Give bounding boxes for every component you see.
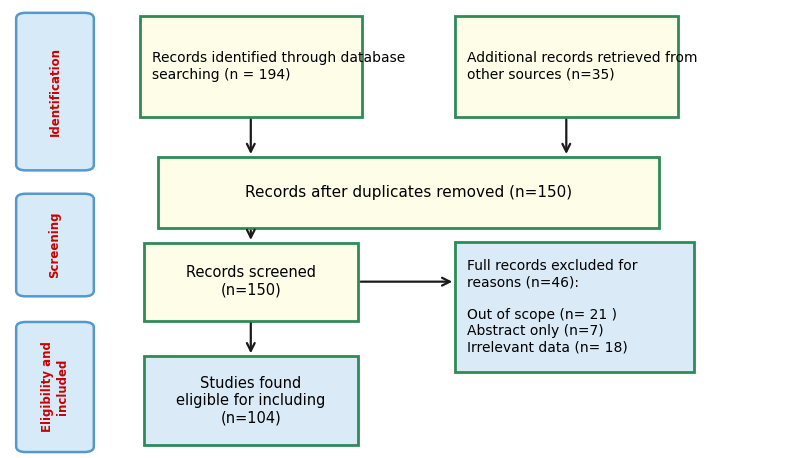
FancyBboxPatch shape bbox=[455, 16, 677, 117]
Text: Identification: Identification bbox=[49, 47, 61, 136]
Text: Records identified through database
searching (n = 194): Records identified through database sear… bbox=[151, 51, 405, 82]
FancyBboxPatch shape bbox=[16, 322, 94, 452]
FancyBboxPatch shape bbox=[455, 242, 693, 372]
FancyBboxPatch shape bbox=[144, 243, 358, 321]
FancyBboxPatch shape bbox=[16, 194, 94, 296]
Text: Full records excluded for
reasons (n=46):

Out of scope (n= 21 )
Abstract only (: Full records excluded for reasons (n=46)… bbox=[467, 259, 637, 354]
Text: Studies found
eligible for including
(n=104): Studies found eligible for including (n=… bbox=[176, 376, 325, 425]
FancyBboxPatch shape bbox=[158, 157, 659, 228]
Text: Records screened
(n=150): Records screened (n=150) bbox=[186, 266, 316, 298]
FancyBboxPatch shape bbox=[144, 356, 358, 445]
Text: Additional records retrieved from
other sources (n=35): Additional records retrieved from other … bbox=[467, 51, 697, 82]
FancyBboxPatch shape bbox=[16, 13, 94, 170]
Text: Eligibility and
included: Eligibility and included bbox=[41, 342, 69, 432]
FancyBboxPatch shape bbox=[139, 16, 362, 117]
Text: Records after duplicates removed (n=150): Records after duplicates removed (n=150) bbox=[245, 185, 572, 200]
Text: Screening: Screening bbox=[49, 212, 61, 278]
